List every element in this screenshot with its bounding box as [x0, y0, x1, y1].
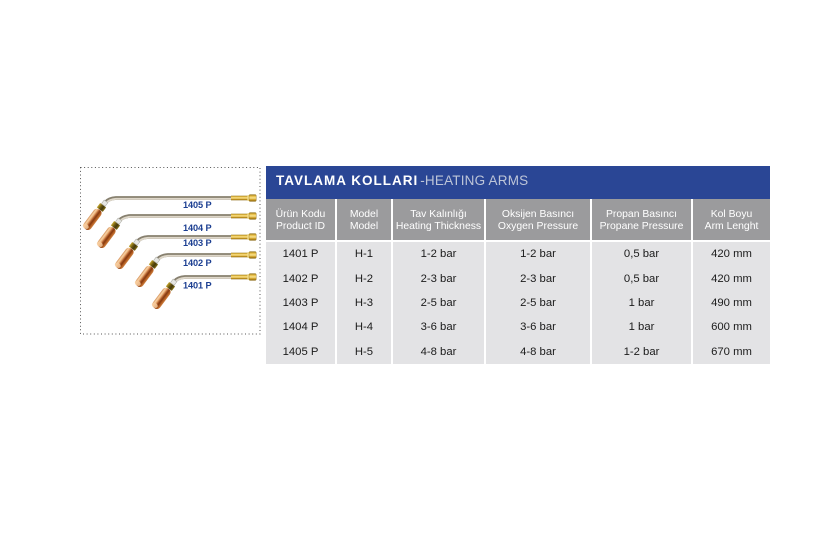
svg-text:1401 P: 1401 P: [183, 281, 212, 291]
svg-text:1405 P: 1405 P: [183, 200, 212, 210]
svg-text:1404 P: 1404 P: [183, 223, 212, 233]
svg-text:1403 P: 1403 P: [183, 238, 212, 248]
svg-text:1402 P: 1402 P: [183, 258, 212, 268]
